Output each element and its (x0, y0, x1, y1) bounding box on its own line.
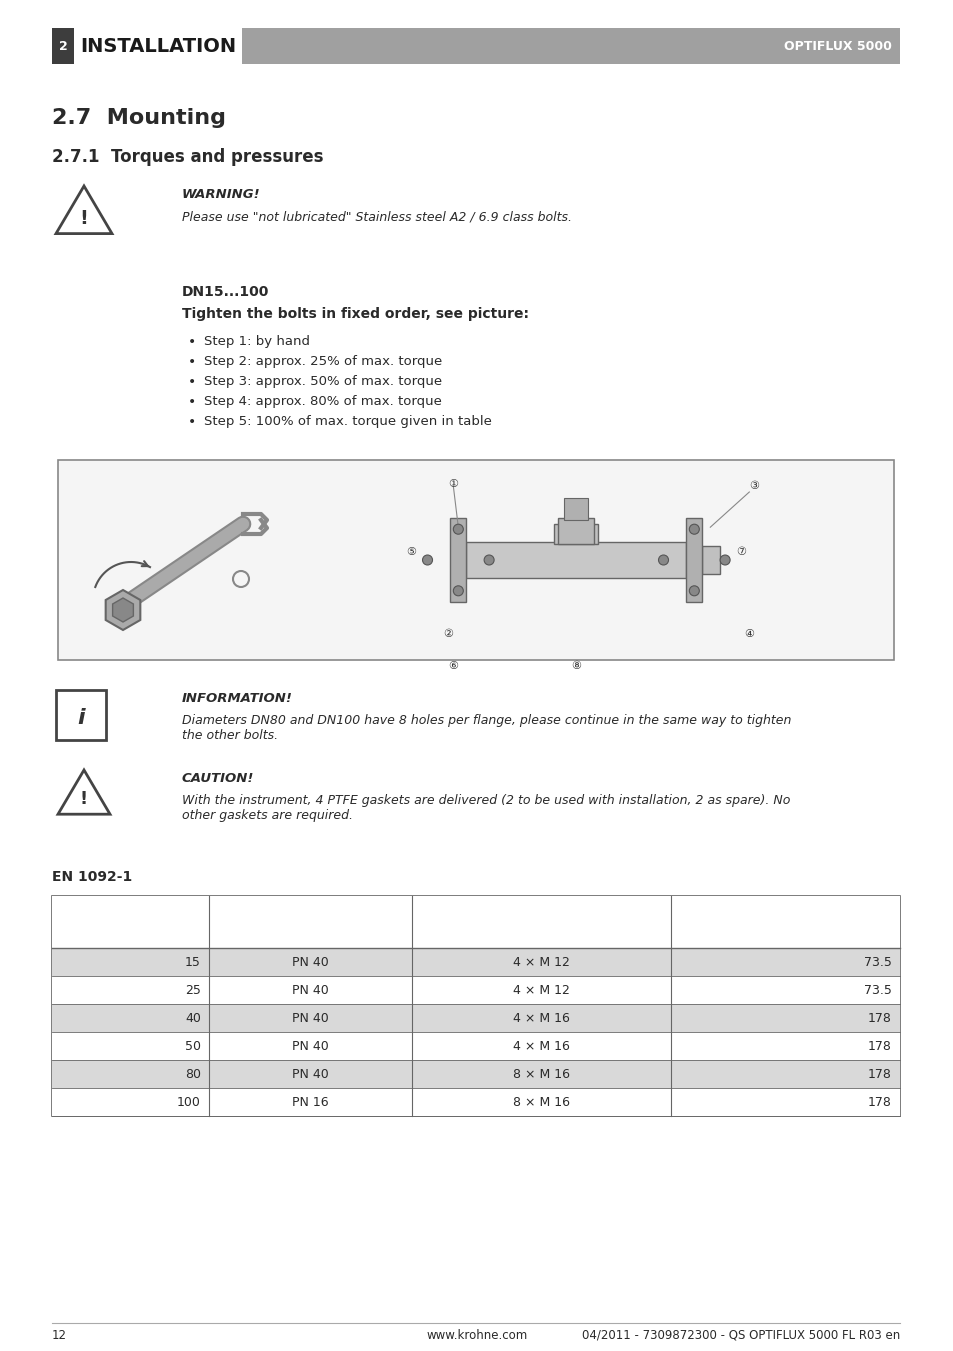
Bar (52, 896, 899, 1116)
Circle shape (453, 524, 463, 534)
Bar (701, 546, 720, 574)
Text: Step 4: approx. 80% of max. torque: Step 4: approx. 80% of max. torque (204, 394, 441, 408)
Circle shape (689, 524, 699, 534)
Text: 4 × M 16: 4 × M 16 (513, 1012, 570, 1024)
Text: PN 16: PN 16 (292, 1096, 329, 1109)
Text: 4 × M 12: 4 × M 12 (513, 955, 570, 969)
Text: !: ! (80, 790, 88, 808)
Bar (466, 542, 685, 578)
Text: •: • (188, 355, 196, 369)
Circle shape (720, 555, 729, 565)
Text: Tighten the bolts in fixed order, see picture:: Tighten the bolts in fixed order, see pi… (182, 307, 529, 322)
Text: Max. torque
[Nm]: Max. torque [Nm] (742, 907, 827, 938)
Bar (56, 690, 106, 740)
Text: •: • (188, 376, 196, 389)
Text: 15: 15 (185, 955, 201, 969)
Text: Diameters DN80 and DN100 have 8 holes per flange, please continue in the same wa: Diameters DN80 and DN100 have 8 holes pe… (182, 713, 791, 742)
Text: Step 5: 100% of max. torque given in table: Step 5: 100% of max. torque given in tab… (204, 415, 492, 428)
Text: Step 1: by hand: Step 1: by hand (204, 335, 310, 349)
Text: ①: ① (448, 480, 457, 489)
Bar (52, 1088, 899, 1116)
Bar (52, 28, 74, 63)
Text: Step 2: approx. 25% of max. torque: Step 2: approx. 25% of max. torque (204, 355, 442, 367)
Bar (564, 499, 588, 520)
Bar (52, 1061, 899, 1088)
Text: Step 3: approx. 50% of max. torque: Step 3: approx. 50% of max. torque (204, 376, 441, 388)
Circle shape (453, 586, 463, 596)
Text: ②: ② (443, 630, 453, 639)
Circle shape (422, 555, 432, 565)
Text: •: • (188, 394, 196, 409)
Text: •: • (188, 415, 196, 430)
Bar (685, 517, 701, 603)
Text: 25: 25 (185, 984, 201, 997)
Bar (52, 1032, 899, 1061)
Text: Nominal size
DN [mm]: Nominal size DN [mm] (86, 907, 174, 938)
Text: 73.5: 73.5 (863, 984, 891, 997)
Text: 178: 178 (867, 1096, 891, 1109)
Text: 2: 2 (58, 39, 68, 53)
Text: 04/2011 - 7309872300 - QS OPTIFLUX 5000 FL R03 en: 04/2011 - 7309872300 - QS OPTIFLUX 5000 … (581, 1329, 899, 1342)
Bar (58, 459, 893, 661)
Text: 178: 178 (867, 1067, 891, 1081)
Text: 40: 40 (185, 1012, 201, 1024)
Bar (52, 975, 899, 1004)
Text: 2.7.1  Torques and pressures: 2.7.1 Torques and pressures (52, 149, 323, 166)
Text: 2.7  Mounting: 2.7 Mounting (52, 108, 226, 128)
Text: 12: 12 (52, 1329, 67, 1342)
Text: Pressure
rating: Pressure rating (279, 907, 341, 938)
Text: www.krohne.com: www.krohne.com (426, 1329, 527, 1342)
Text: Bolts: Bolts (523, 916, 558, 928)
Text: PN 40: PN 40 (292, 1039, 329, 1052)
Text: 80: 80 (185, 1067, 201, 1081)
Text: ④: ④ (743, 630, 754, 639)
Text: 8 × M 16: 8 × M 16 (513, 1067, 570, 1081)
Bar (450, 517, 466, 603)
Text: Please use "not lubricated" Stainless steel A2 / 6.9 class bolts.: Please use "not lubricated" Stainless st… (182, 209, 572, 223)
Circle shape (689, 586, 699, 596)
Text: PN 40: PN 40 (292, 1012, 329, 1024)
Text: EN 1092-1: EN 1092-1 (52, 870, 132, 884)
Text: PN 40: PN 40 (292, 955, 329, 969)
Text: DN15...100: DN15...100 (182, 285, 269, 299)
Text: 73.5: 73.5 (863, 955, 891, 969)
Polygon shape (112, 598, 133, 621)
Text: ⑤: ⑤ (406, 547, 416, 557)
Text: PN 40: PN 40 (292, 1067, 329, 1081)
Text: 178: 178 (867, 1012, 891, 1024)
Text: !: ! (79, 208, 89, 228)
Text: OPTIFLUX 5000: OPTIFLUX 5000 (783, 39, 891, 53)
Text: ⑧: ⑧ (571, 661, 580, 671)
Text: WARNING!: WARNING! (182, 188, 260, 201)
Text: 100: 100 (177, 1096, 201, 1109)
Text: i: i (77, 708, 85, 728)
Text: CAUTION!: CAUTION! (182, 771, 254, 785)
Bar (52, 948, 899, 975)
Circle shape (483, 555, 494, 565)
Bar (52, 896, 899, 948)
Text: 50: 50 (185, 1039, 201, 1052)
Text: With the instrument, 4 PTFE gaskets are delivered (2 to be used with installatio: With the instrument, 4 PTFE gaskets are … (182, 794, 789, 821)
Bar (554, 524, 598, 544)
Text: •: • (188, 335, 196, 349)
Text: ③: ③ (748, 481, 759, 490)
Polygon shape (106, 590, 140, 630)
Text: ⑦: ⑦ (736, 547, 745, 557)
Bar (558, 517, 594, 544)
Text: INSTALLATION: INSTALLATION (80, 36, 236, 55)
Circle shape (658, 555, 668, 565)
Text: 4 × M 16: 4 × M 16 (513, 1039, 570, 1052)
Text: 4 × M 12: 4 × M 12 (513, 984, 570, 997)
Text: 8 × M 16: 8 × M 16 (513, 1096, 570, 1109)
Text: INFORMATION!: INFORMATION! (182, 692, 293, 705)
Text: ⑥: ⑥ (448, 661, 457, 671)
Bar (52, 1004, 899, 1032)
Text: PN 40: PN 40 (292, 984, 329, 997)
Bar (242, 28, 899, 63)
Text: 178: 178 (867, 1039, 891, 1052)
